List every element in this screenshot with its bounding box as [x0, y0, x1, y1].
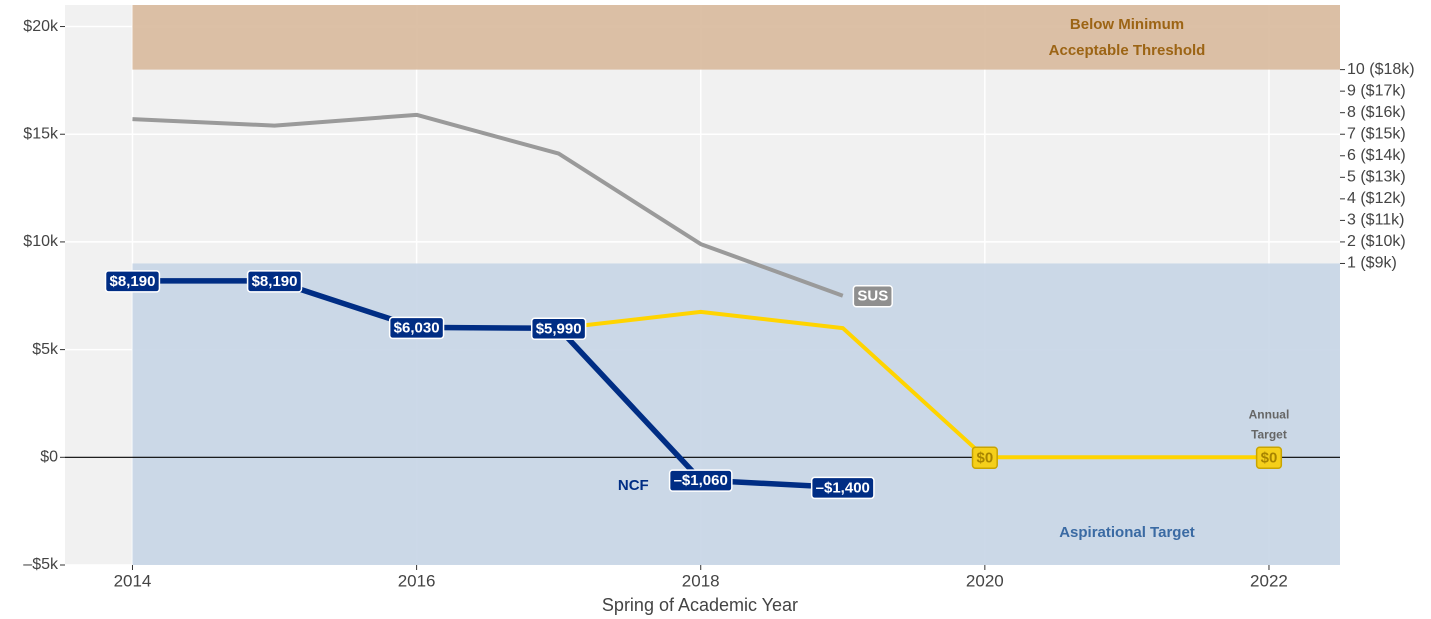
value-label: $0	[977, 449, 994, 466]
series-label: NCF	[618, 477, 649, 494]
series-line	[132, 112, 844, 298]
series-line	[558, 309, 1269, 460]
y-tick-label: $15k	[23, 125, 59, 142]
value-label-box	[668, 469, 733, 492]
y2-tick-label: 8 ($16k)	[1347, 104, 1406, 121]
y2-tick-label: 3 ($11k)	[1347, 212, 1405, 229]
y2-tick-label: 5 ($13k)	[1347, 169, 1406, 186]
series-label-box	[852, 284, 893, 308]
band-label: Below Minimum	[1070, 16, 1184, 33]
x-tick-label: 2022	[1250, 571, 1288, 590]
y-tick-label: $20k	[23, 18, 59, 35]
value-label: $8,190	[110, 273, 156, 290]
y2-tick-label: 9 ($17k)	[1347, 82, 1406, 99]
y-tick-label: $5k	[32, 341, 59, 358]
value-label-box	[246, 270, 303, 293]
value-label: –$1,060	[674, 472, 728, 489]
value-label: $8,190	[252, 273, 298, 290]
value-label: $6,030	[394, 319, 440, 336]
y2-tick-label: 4 ($12k)	[1347, 190, 1406, 207]
x-tick-label: 2020	[966, 571, 1004, 590]
x-axis-title: Spring of Academic Year	[602, 595, 798, 615]
value-label-box	[1255, 446, 1283, 470]
value-label-box	[388, 316, 445, 340]
series-label: SUS	[857, 288, 888, 305]
value-label-box	[530, 317, 587, 341]
band	[132, 263, 1340, 565]
value-label-box	[810, 476, 875, 500]
x-tick-label: 2014	[114, 571, 152, 590]
band-label: Aspirational Target	[1059, 524, 1195, 541]
y2-tick-label: 1 ($9k)	[1347, 255, 1397, 272]
value-label: $5,990	[536, 320, 582, 337]
annotation: Target	[1251, 427, 1287, 441]
value-label-box	[104, 270, 161, 293]
value-label: –$1,400	[816, 479, 870, 496]
band	[132, 5, 1340, 70]
band-label: Acceptable Threshold	[1049, 42, 1206, 59]
y2-tick-label: 7 ($15k)	[1347, 125, 1406, 142]
y2-tick-label: 2 ($10k)	[1347, 233, 1406, 250]
y-tick-label: $10k	[23, 233, 59, 250]
y2-tick-label: 10 ($18k)	[1347, 61, 1415, 78]
x-tick-label: 2016	[398, 571, 436, 590]
y-tick-label: $0	[40, 449, 58, 466]
x-tick-label: 2018	[682, 571, 720, 590]
annotation: Annual	[1249, 407, 1290, 421]
value-label: $0	[1261, 449, 1278, 466]
y-tick-label: –$5k	[23, 556, 59, 573]
y2-tick-label: 6 ($14k)	[1347, 147, 1406, 164]
value-label-box	[971, 446, 998, 470]
